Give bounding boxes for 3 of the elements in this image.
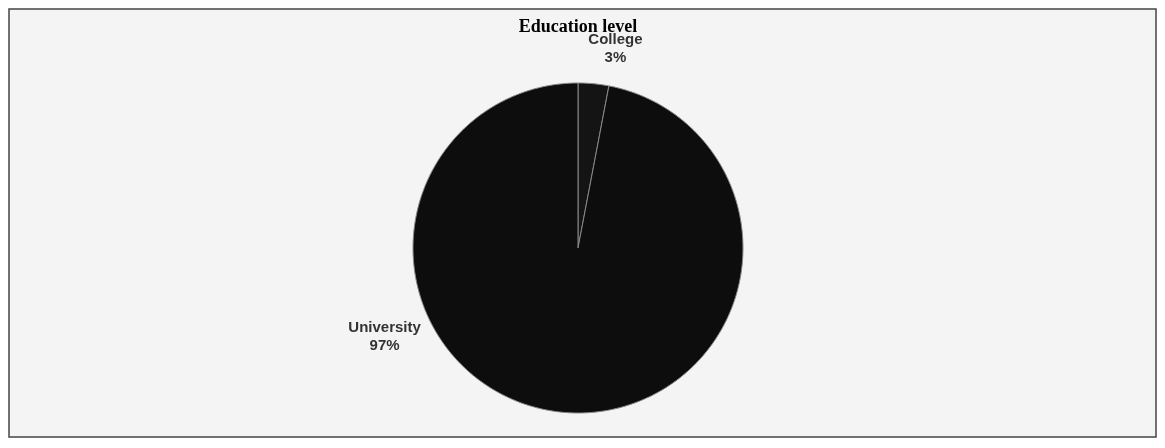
data-label: 3% — [604, 48, 627, 66]
data-label: 97% — [369, 336, 400, 354]
slice-label: University — [348, 318, 422, 336]
